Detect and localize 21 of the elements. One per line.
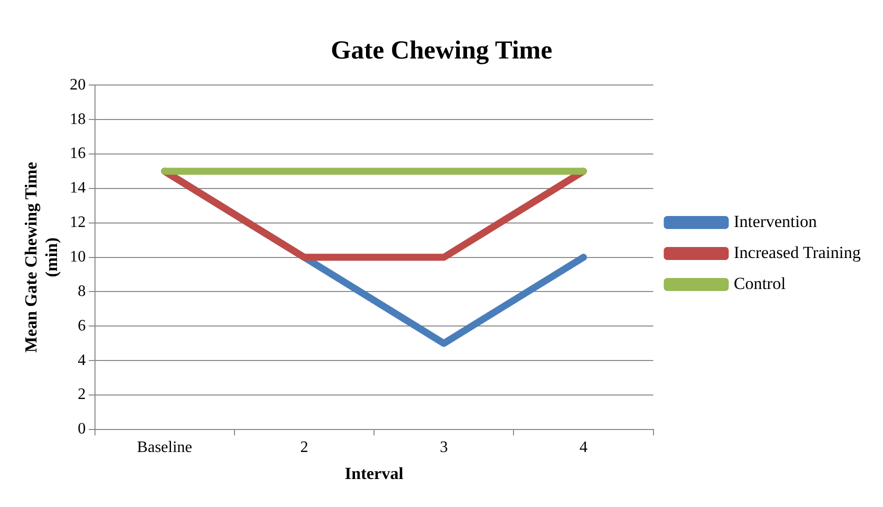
x-axis-title: Interval bbox=[344, 464, 404, 484]
legend-label: Intervention bbox=[734, 212, 818, 231]
y-tick-label: 6 bbox=[78, 317, 86, 334]
x-tick-label: 4 bbox=[579, 439, 588, 456]
legend-label: Control bbox=[734, 274, 786, 293]
y-tick-label: 0 bbox=[78, 420, 86, 438]
y-tick-label: 2 bbox=[78, 386, 86, 404]
y-tick-label: 10 bbox=[70, 248, 86, 266]
legend-label: Increased Training bbox=[734, 242, 862, 262]
y-tick-label: 16 bbox=[70, 145, 86, 162]
y-tick-label: 18 bbox=[70, 110, 86, 128]
x-tick-label: 3 bbox=[440, 439, 448, 456]
y-tick-label: 14 bbox=[70, 180, 86, 197]
y-tick-label: 4 bbox=[78, 352, 86, 369]
y-tick-label: 12 bbox=[70, 214, 86, 232]
chart-title: Gate Chewing Time bbox=[330, 35, 552, 64]
y-tick-label: 20 bbox=[70, 76, 86, 94]
y-tick-label: 8 bbox=[78, 282, 86, 300]
x-tick-label: 2 bbox=[300, 439, 308, 456]
y-axis-title: Mean Gate Chewing Time (min) bbox=[22, 162, 61, 353]
x-tick-label: Baseline bbox=[137, 439, 192, 456]
